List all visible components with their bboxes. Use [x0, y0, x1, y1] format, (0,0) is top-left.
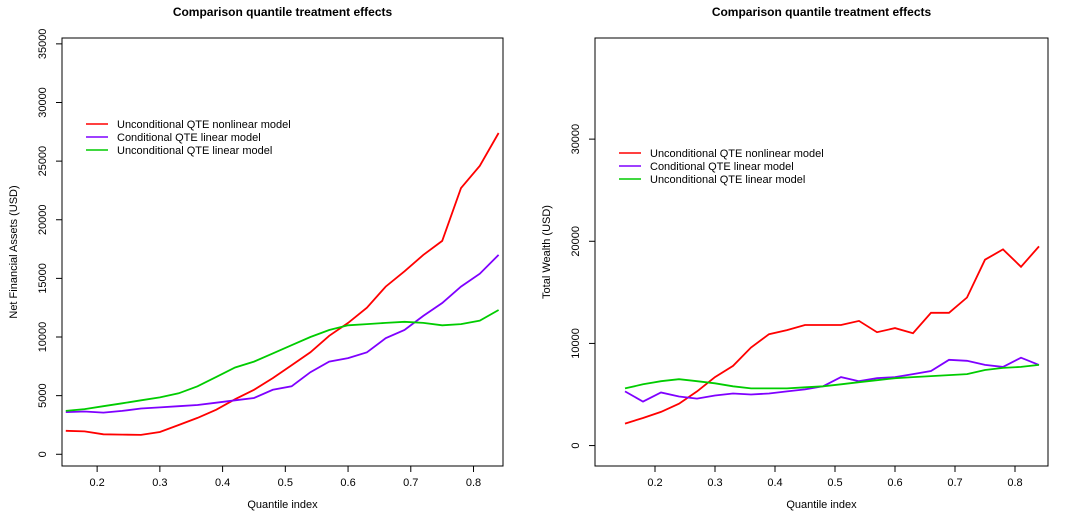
legend-label: Conditional QTE linear model [650, 161, 794, 173]
y-axis-label: Net Financial Assets (USD) [8, 185, 20, 318]
y-tick-label: 20000 [570, 226, 582, 257]
y-tick-label: 0 [37, 451, 49, 457]
y-tick-label: 0 [570, 443, 582, 449]
legend-label: Conditional QTE linear model [117, 132, 261, 144]
y-axis-label: Total Wealth (USD) [541, 205, 553, 299]
x-axis-label: Quantile index [786, 499, 857, 511]
y-tick-label: 10000 [37, 322, 49, 353]
plot-box [594, 37, 1049, 467]
y-tick-label: 20000 [37, 204, 49, 235]
y-tick-label: 25000 [37, 146, 49, 177]
y-tick-label: 10000 [570, 328, 582, 359]
series-line [65, 254, 500, 414]
x-axis-label: Quantile index [247, 499, 318, 511]
y-tick-label: 5000 [37, 383, 49, 407]
x-tick-label: 0.3 [707, 477, 722, 489]
legend-label: Unconditional QTE linear model [650, 174, 805, 186]
x-tick-label: 0.2 [89, 477, 104, 489]
series-line [65, 132, 500, 436]
x-tick-label: 0.7 [403, 477, 418, 489]
series-line [624, 245, 1040, 425]
y-tick-label: 30000 [570, 124, 582, 155]
x-tick-label: 0.3 [152, 477, 167, 489]
x-tick-label: 0.6 [887, 477, 902, 489]
x-tick-label: 0.5 [827, 477, 842, 489]
x-tick-label: 0.7 [947, 477, 962, 489]
x-tick-label: 0.4 [767, 477, 782, 489]
x-tick-label: 0.8 [1007, 477, 1022, 489]
x-tick-label: 0.8 [466, 477, 481, 489]
x-tick-label: 0.4 [215, 477, 230, 489]
x-tick-label: 0.5 [278, 477, 293, 489]
legend-label: Unconditional QTE nonlinear model [117, 119, 291, 131]
x-tick-label: 0.2 [647, 477, 662, 489]
series-line [65, 309, 500, 412]
x-tick-label: 0.6 [340, 477, 355, 489]
y-tick-label: 30000 [37, 87, 49, 118]
plot-box [61, 37, 504, 467]
series-line [624, 356, 1040, 403]
y-tick-label: 15000 [37, 263, 49, 294]
legend-label: Unconditional QTE nonlinear model [650, 148, 824, 160]
y-tick-label: 35000 [37, 29, 49, 60]
series-line [624, 364, 1040, 390]
chart-title: Comparison quantile treatment effects [712, 5, 932, 19]
chart-title: Comparison quantile treatment effects [173, 5, 393, 19]
legend-label: Unconditional QTE linear model [117, 145, 272, 157]
